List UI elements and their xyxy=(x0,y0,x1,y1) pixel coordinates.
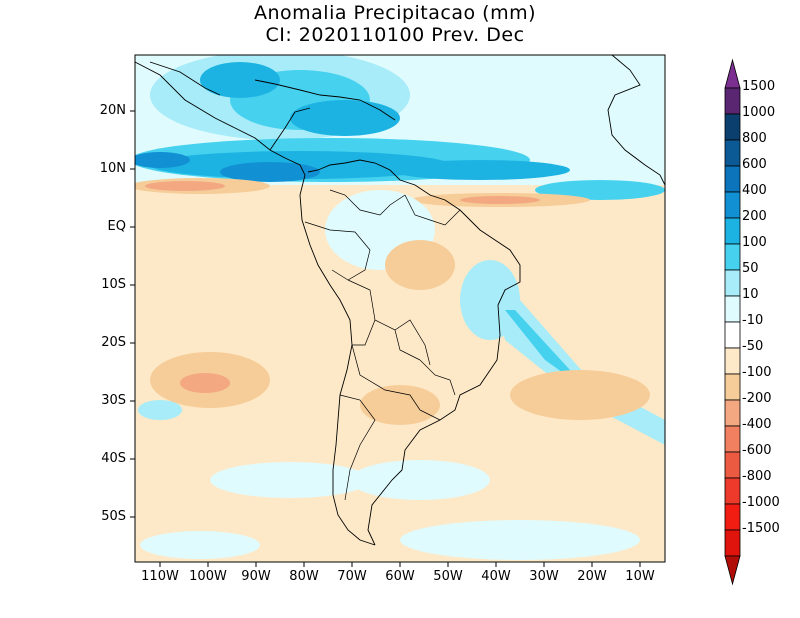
lat-label: EQ xyxy=(107,219,126,234)
colorbar-label: 50 xyxy=(742,261,759,276)
lat-label: 10S xyxy=(101,277,126,292)
colorbar-swatch xyxy=(724,477,741,505)
colorbar-label: 400 xyxy=(742,183,767,198)
colorbar-swatch xyxy=(724,347,741,375)
colorbar-swatch xyxy=(724,113,741,141)
lat-label: 30S xyxy=(101,393,126,408)
colorbar xyxy=(724,58,741,586)
lon-label: 80W xyxy=(289,569,319,584)
colorbar-swatch xyxy=(724,139,741,167)
colorbar-label: 800 xyxy=(742,131,767,146)
lon-label: 100W xyxy=(189,569,227,584)
colorbar-label: 10 xyxy=(742,287,759,302)
colorbar-label: -10 xyxy=(742,313,764,328)
colorbar-label: 1000 xyxy=(742,105,776,120)
lon-label: 10W xyxy=(625,569,655,584)
colorbar-swatch xyxy=(724,295,741,323)
colorbar-swatch xyxy=(724,529,741,557)
chart-title: Anomalia Precipitacao (mm) xyxy=(253,2,536,24)
colorbar-label: -200 xyxy=(742,391,772,406)
colorbar-swatch xyxy=(724,217,741,245)
colorbar-label: -50 xyxy=(742,339,764,354)
lon-label: 40W xyxy=(481,569,511,584)
coastlines xyxy=(135,55,665,546)
axis-ticks xyxy=(130,110,641,567)
colorbar-swatch xyxy=(724,165,741,193)
lon-label: 60W xyxy=(385,569,415,584)
lon-label: 30W xyxy=(529,569,559,584)
lat-label: 50S xyxy=(101,509,126,524)
lon-label: 110W xyxy=(141,569,179,584)
colorbar-swatch xyxy=(724,191,741,219)
colorbar-label: 1500 xyxy=(742,79,776,94)
lat-label: 10N xyxy=(99,161,126,176)
lat-label: 20N xyxy=(99,103,126,118)
colorbar-label: -100 xyxy=(742,365,772,380)
colorbar-label: -800 xyxy=(742,469,772,484)
colorbar-label: -1000 xyxy=(742,495,780,510)
colorbar-label: -1500 xyxy=(742,521,780,536)
colorbar-label: -400 xyxy=(742,417,772,432)
colorbar-swatch xyxy=(724,243,741,271)
colorbar-swatch xyxy=(724,321,741,349)
colorbar-label: -600 xyxy=(742,443,772,458)
lon-label: 90W xyxy=(241,569,271,584)
lon-label: 50W xyxy=(433,569,463,584)
lat-label: 20S xyxy=(101,335,126,350)
colorbar-swatch xyxy=(724,269,741,297)
colorbar-swatch xyxy=(724,503,741,531)
colorbar-swatch xyxy=(724,399,741,427)
precipitation-field xyxy=(135,55,665,560)
colorbar-swatch xyxy=(724,425,741,453)
colorbar-swatch xyxy=(724,373,741,401)
colorbar-label: 600 xyxy=(742,157,767,172)
lon-label: 20W xyxy=(577,569,607,584)
chart-subtitle: CI: 2020110100 Prev. Dec xyxy=(265,24,525,46)
colorbar-label: 100 xyxy=(742,235,767,250)
colorbar-bottom-arrow xyxy=(724,555,741,586)
country-borders xyxy=(304,189,461,501)
colorbar-label: 200 xyxy=(742,209,767,224)
lon-label: 70W xyxy=(337,569,367,584)
lat-label: 40S xyxy=(101,451,126,466)
colorbar-top-arrow xyxy=(724,58,741,89)
colorbar-swatch xyxy=(724,87,741,115)
colorbar-swatch xyxy=(724,451,741,479)
